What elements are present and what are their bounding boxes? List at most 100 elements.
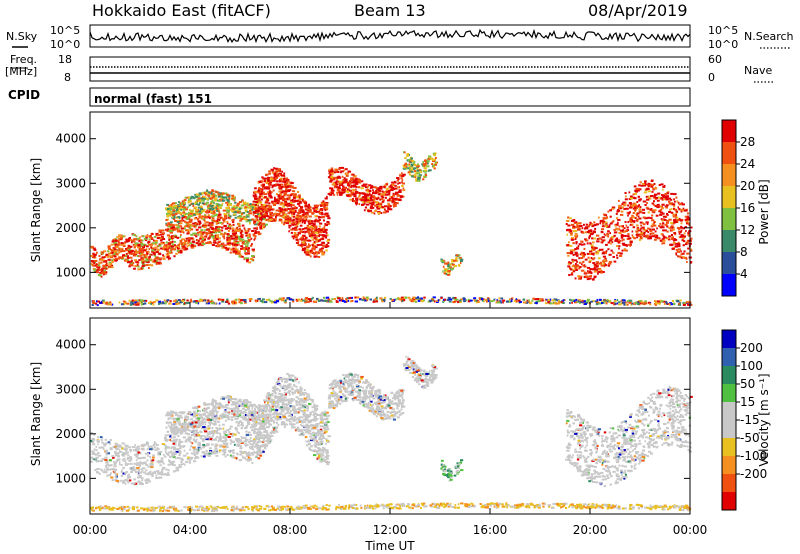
echo-cell: [253, 220, 255, 223]
echo-cell: [354, 300, 358, 303]
echo-cell: [262, 206, 266, 209]
echo-cell: [202, 208, 206, 211]
echo-cell: [174, 240, 176, 243]
echo-cell: [591, 225, 595, 228]
echo-cell: [238, 208, 241, 210]
echo-cell: [596, 240, 600, 243]
echo-cell: [186, 245, 189, 248]
echo-cell: [147, 243, 150, 246]
echo-cell: [460, 298, 463, 301]
echo-cell: [653, 221, 656, 224]
echo-cell: [169, 241, 173, 244]
echo-cell: [243, 201, 247, 204]
echo-cell: [283, 198, 287, 201]
echo-cell: [682, 252, 685, 255]
echo-cell: [381, 194, 386, 196]
echo-cell: [424, 176, 427, 178]
echo-cell: [350, 300, 352, 303]
echo-cell: [680, 235, 684, 238]
echo-cell: [375, 198, 378, 201]
echo-cell: [621, 242, 626, 245]
echo-cell: [599, 261, 602, 264]
echo-cell: [294, 234, 297, 237]
echo-cell: [225, 209, 228, 212]
echo-cell: [140, 303, 143, 306]
echo-cell: [169, 435, 172, 438]
echo-cell: [195, 203, 199, 206]
velocity-echo-map: [90, 355, 693, 513]
echo-cell: [419, 171, 423, 174]
echo-cell: [318, 234, 321, 236]
echo-cell: [278, 172, 282, 175]
echo-cell: [97, 273, 102, 276]
echo-cell: [387, 207, 391, 210]
echo-cell: [383, 191, 387, 194]
echo-cell: [205, 233, 208, 236]
echo-cell: [360, 199, 363, 202]
echo-cell: [269, 191, 273, 194]
echo-cell: [214, 421, 217, 424]
echo-cell: [233, 241, 237, 244]
echo-cell: [576, 222, 579, 225]
echo-cell: [292, 222, 295, 225]
echo-cell: [405, 154, 409, 157]
echo-cell: [371, 206, 375, 209]
echo-cell: [286, 197, 289, 200]
echo-cell: [208, 217, 211, 220]
echo-cell: [284, 216, 287, 218]
echo-cell: [252, 250, 255, 253]
echo-cell: [125, 253, 128, 256]
echo-cell: [239, 215, 243, 218]
echo-cell: [590, 257, 593, 259]
echo-cell: [283, 172, 286, 175]
echo-cell: [613, 229, 616, 231]
echo-cell: [267, 176, 270, 179]
echo-cell: [433, 300, 436, 303]
echo-cell: [355, 188, 357, 191]
echo-cell: [243, 227, 246, 230]
echo-cell: [337, 176, 342, 179]
echo-cell: [296, 222, 299, 225]
echo-cell: [120, 242, 124, 245]
echo-cell: [192, 213, 195, 216]
echo-cell: [316, 231, 320, 234]
echo-cell: [306, 248, 309, 251]
echo-cell: [247, 248, 250, 251]
echo-cell: [199, 205, 203, 208]
echo-cell: [132, 240, 136, 243]
echo-cell: [204, 235, 208, 238]
colorbar-segment: [722, 120, 736, 143]
echo-cell: [227, 200, 230, 203]
echo-cell: [270, 178, 274, 181]
echo-cell: [604, 221, 608, 224]
echo-cell: [211, 196, 215, 199]
echo-cell: [292, 237, 295, 240]
echo-cell: [614, 302, 617, 305]
echo-cell: [322, 296, 326, 299]
echo-cell: [213, 238, 216, 241]
echo-cell: [234, 240, 238, 243]
echo-cell: [406, 153, 409, 156]
echo-cell: [162, 255, 166, 258]
echo-cell: [679, 299, 682, 302]
echo-cell: [373, 298, 377, 301]
echo-cell: [195, 195, 198, 198]
echo-cell: [350, 173, 353, 176]
echo-cell: [313, 252, 316, 255]
echo-cell: [409, 173, 412, 176]
echo-cell: [603, 239, 606, 242]
echo-cell: [301, 199, 304, 202]
echo-cell: [672, 203, 676, 206]
echo-cell: [370, 186, 374, 189]
echo-cell: [653, 209, 657, 212]
echo-cell: [351, 181, 354, 184]
echo-cell: [419, 297, 422, 300]
echo-cell: [205, 302, 208, 305]
echo-cell: [279, 195, 282, 197]
echo-cell: [462, 297, 465, 300]
echo-cell: [211, 299, 213, 302]
echo-cell: [658, 225, 661, 227]
echo-cell: [236, 211, 240, 214]
echo-cell: [193, 213, 196, 216]
echo-cell: [274, 301, 278, 304]
